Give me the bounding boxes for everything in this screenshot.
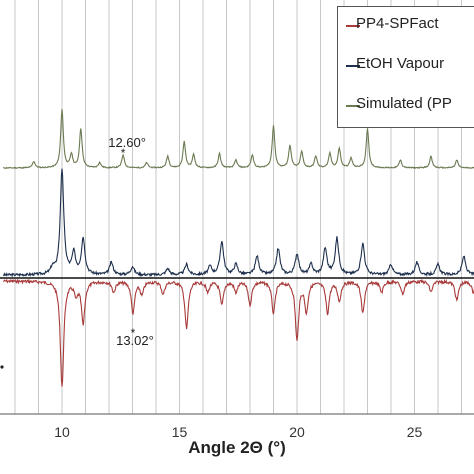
legend-item-etoh-vapour: EtOH Vapour (338, 51, 474, 81)
axes (0, 277, 474, 415)
series-traces (3, 108, 474, 387)
x-tick-labels: 10 15 20 25 (54, 424, 422, 440)
peak-annotations: *12.60°*13.02° (108, 135, 154, 348)
legend-item-simulated: Simulated (PP (338, 91, 474, 121)
edge-marker (0, 365, 4, 369)
series-line (3, 108, 474, 170)
series-line (3, 278, 474, 387)
legend-label: Simulated (PP (356, 95, 452, 112)
legend-swatch (346, 65, 360, 67)
x-tick-label: 10 (54, 424, 70, 440)
x-axis-label: Angle 2Θ (°) (188, 438, 286, 457)
vertical-gridlines (14, 0, 462, 414)
annotation-star: * (121, 146, 126, 160)
x-tick-label: 20 (289, 424, 305, 440)
legend-swatch (346, 25, 360, 27)
legend: PP4-SPFact EtOH Vapour Simulated (PP (337, 6, 474, 128)
legend-item-pp4-spfact: PP4-SPFact (338, 11, 474, 41)
x-tick-label: 15 (172, 424, 188, 440)
annotation-label: 13.02° (116, 333, 154, 348)
annotation-star: * (131, 326, 136, 340)
legend-label: PP4-SPFact (356, 15, 439, 32)
x-tick-label: 25 (407, 424, 423, 440)
annotation-label: 12.60° (108, 135, 146, 150)
legend-label: EtOH Vapour (356, 55, 445, 72)
series-line (3, 168, 474, 278)
legend-swatch (346, 105, 360, 107)
